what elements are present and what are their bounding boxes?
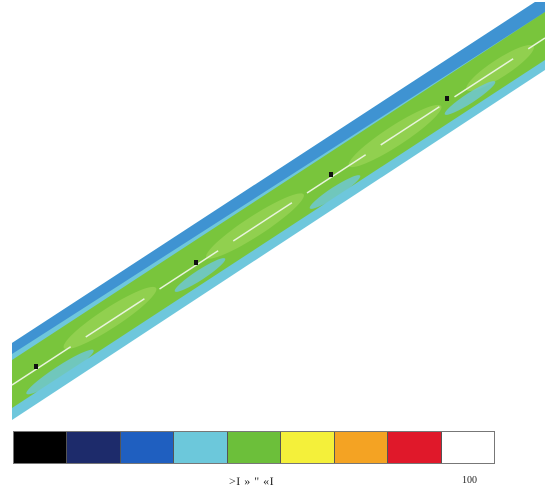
legend-max-label: 100 [462, 475, 477, 486]
legend-swatch-3 [120, 432, 175, 463]
markers [34, 96, 449, 369]
legend-swatch-1 [14, 432, 68, 463]
centerline [11, 37, 545, 386]
legend-swatch-8 [388, 432, 442, 463]
marker-2 [194, 260, 198, 265]
legend-swatch-5 [227, 432, 282, 463]
legend-swatch-4 [174, 432, 228, 463]
legend-swatch-6 [281, 432, 335, 463]
color-legend-bar [13, 431, 495, 464]
legend-swatch-9 [441, 432, 494, 463]
marker-4 [445, 96, 449, 101]
legend-swatch-7 [334, 432, 389, 463]
legend-swatch-2 [67, 432, 121, 463]
marker-1 [34, 364, 38, 369]
band-top-edge [12, 2, 545, 354]
cyan-patches [26, 81, 496, 395]
legend-scale-marks: >I » " «I [229, 474, 275, 488]
marker-3 [329, 172, 333, 177]
stress-band [11, 2, 545, 420]
